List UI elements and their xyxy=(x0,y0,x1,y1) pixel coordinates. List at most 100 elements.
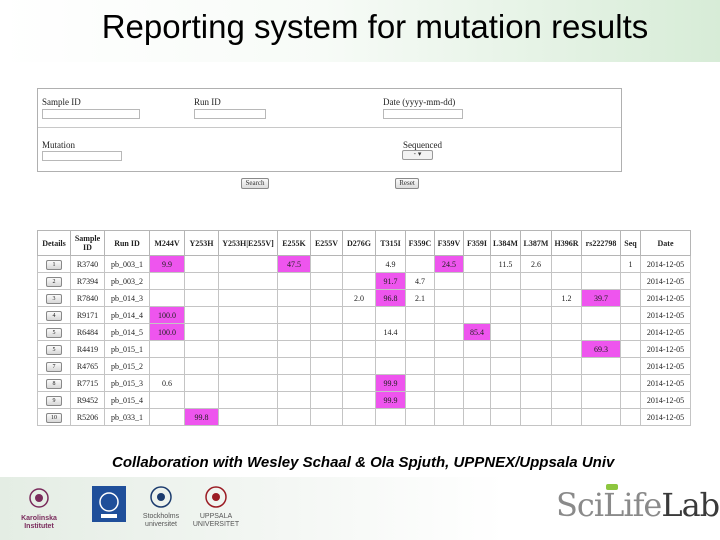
table-cell xyxy=(218,272,278,290)
table-cell xyxy=(310,289,343,307)
table-cell xyxy=(434,272,464,290)
table-cell: R4765 xyxy=(70,357,105,375)
table-cell: 99.9 xyxy=(375,391,406,409)
table-cell xyxy=(342,323,376,341)
table-row: 7 R4765 pb_015_2 2014-12-05 xyxy=(37,357,691,375)
table-cell xyxy=(520,340,552,358)
table-cell: 99.8 xyxy=(184,408,219,426)
table-cell: 69.3 xyxy=(581,340,621,358)
table-cell: 96.8 xyxy=(375,289,406,307)
details-cell: 1 xyxy=(37,255,71,273)
mutation-input[interactable] xyxy=(42,151,122,161)
table-cell xyxy=(405,357,435,375)
table-cell: R9452 xyxy=(70,391,105,409)
table-cell: 99.9 xyxy=(375,374,406,392)
table-cell xyxy=(184,340,219,358)
column-header: F359I xyxy=(463,230,491,256)
stockholm-university-logo: Stockholms universitet xyxy=(136,486,186,529)
table-cell: pb_015_1 xyxy=(104,340,150,358)
karolinska-logo: Karolinska Institutet xyxy=(8,486,70,531)
table-cell: R7394 xyxy=(70,272,105,290)
details-button[interactable]: 3 xyxy=(46,293,62,304)
table-cell xyxy=(463,357,491,375)
table-cell xyxy=(520,272,552,290)
table-cell xyxy=(581,391,621,409)
details-cell: 4 xyxy=(37,306,71,324)
date-label: Date (yyyy-mm-dd) xyxy=(383,97,456,107)
table-cell: R6484 xyxy=(70,323,105,341)
table-cell xyxy=(620,391,641,409)
slide-title: Reporting system for mutation results xyxy=(101,8,649,45)
table-cell xyxy=(277,408,311,426)
chevron-down-icon: ▾ xyxy=(415,151,422,158)
table-cell: pb_015_2 xyxy=(104,357,150,375)
search-form: Sample ID Run ID Date (yyyy-mm-dd) Mutat… xyxy=(37,88,622,172)
table-cell: 2014-12-05 xyxy=(640,323,691,341)
table-cell: 24.5 xyxy=(434,255,464,273)
column-header: F359V xyxy=(434,230,464,256)
table-cell xyxy=(581,357,621,375)
table-cell xyxy=(620,357,641,375)
column-header: Seq xyxy=(620,230,641,256)
table-cell xyxy=(520,289,552,307)
details-button[interactable]: 5 xyxy=(46,327,62,338)
table-cell: 2014-12-05 xyxy=(640,357,691,375)
details-button[interactable]: 4 xyxy=(46,310,62,321)
table-cell xyxy=(434,408,464,426)
table-cell: 4.9 xyxy=(375,255,406,273)
table-cell xyxy=(434,374,464,392)
table-cell xyxy=(342,306,376,324)
table-cell xyxy=(310,408,343,426)
sequenced-value: - xyxy=(413,151,416,158)
table-cell xyxy=(490,357,521,375)
table-row: 5 R4419 pb_015_1 69.3 2014-12-05 xyxy=(37,340,691,358)
table-cell xyxy=(218,289,278,307)
table-cell xyxy=(434,391,464,409)
scilifelab-accent-icon xyxy=(606,484,618,490)
table-cell xyxy=(434,306,464,324)
column-header: Sample ID xyxy=(70,230,105,256)
table-row: 1 R3740 pb_003_1 9.9 47.5 4.9 24.5 11.5 2.6 1 2014… xyxy=(37,255,691,273)
table-cell xyxy=(218,408,278,426)
table-cell xyxy=(149,408,185,426)
table-cell xyxy=(310,255,343,273)
details-button[interactable]: 10 xyxy=(46,412,62,423)
table-cell: pb_015_3 xyxy=(104,374,150,392)
table-row: 3 R7840 pb_014_3 2.0 96.8 2.1 1.2 39.7 2014-12-0… xyxy=(37,289,691,307)
table-cell xyxy=(149,272,185,290)
table-cell xyxy=(375,340,406,358)
table-cell xyxy=(620,272,641,290)
details-button[interactable]: 7 xyxy=(46,361,62,372)
details-button[interactable]: 1 xyxy=(46,259,62,270)
table-cell: 2014-12-05 xyxy=(640,374,691,392)
table-cell xyxy=(581,323,621,341)
table-cell xyxy=(463,289,491,307)
details-button[interactable]: 8 xyxy=(46,378,62,389)
table-cell: 100.0 xyxy=(149,323,185,341)
kth-crest-icon xyxy=(92,486,126,522)
table-cell xyxy=(184,391,219,409)
table-cell xyxy=(434,357,464,375)
details-button[interactable]: 9 xyxy=(46,395,62,406)
run-id-input[interactable] xyxy=(194,109,266,119)
table-cell: pb_014_3 xyxy=(104,289,150,307)
sequenced-select[interactable]: - ▾ xyxy=(402,150,433,160)
column-header: L384M xyxy=(490,230,521,256)
details-button[interactable]: 5 xyxy=(46,344,62,355)
sample-id-input[interactable] xyxy=(42,109,140,119)
reset-button[interactable]: Reset xyxy=(395,178,419,189)
table-cell xyxy=(149,289,185,307)
table-cell xyxy=(184,289,219,307)
details-cell: 5 xyxy=(37,340,71,358)
table-cell: 9.9 xyxy=(149,255,185,273)
details-button[interactable]: 2 xyxy=(46,276,62,287)
table-cell: 14.4 xyxy=(375,323,406,341)
table-cell xyxy=(277,323,311,341)
date-input[interactable] xyxy=(383,109,463,119)
table-cell: 2014-12-05 xyxy=(640,340,691,358)
column-header: E255V xyxy=(310,230,343,256)
column-header: E255K xyxy=(277,230,311,256)
table-cell: 4.7 xyxy=(405,272,435,290)
table-cell xyxy=(620,306,641,324)
search-button[interactable]: Search xyxy=(241,178,269,189)
